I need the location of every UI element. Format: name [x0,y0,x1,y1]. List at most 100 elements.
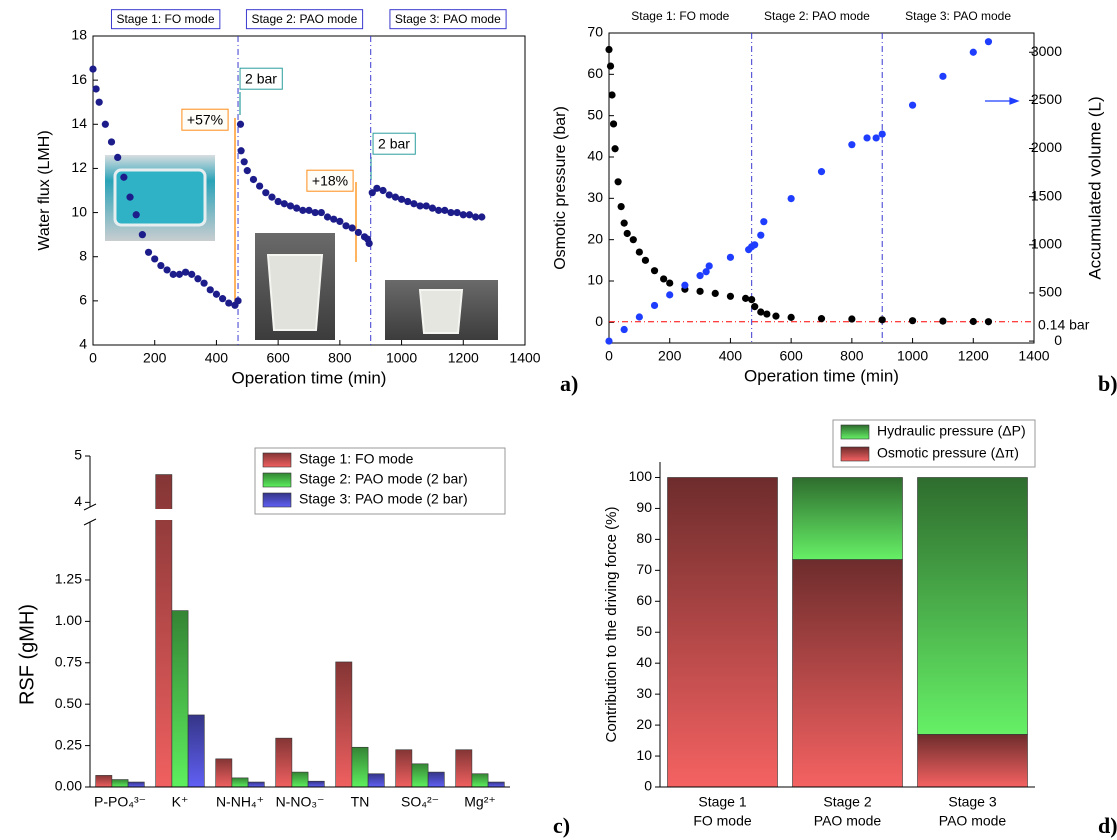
data-point [939,72,947,80]
stage-label: Stage 1: FO mode [116,12,214,26]
x-tick-label: Stage 2 [823,794,871,810]
data-point [606,62,615,70]
bar [367,773,385,788]
data-point [212,290,221,298]
data-point [410,200,418,208]
data-point [608,91,616,99]
annotation: +57% [187,112,223,128]
data-point [234,297,242,305]
y2-tick-label: 1500 [1031,187,1062,203]
y-tick-label: 60 [587,65,603,81]
y-tick-label: 16 [71,71,87,87]
data-point [219,295,227,303]
label-box [239,67,283,90]
bar [127,781,145,788]
axis-title: RSF (gMH) [16,604,38,705]
bar [215,758,233,788]
panel-label: c) [553,813,570,838]
data-point [194,275,202,283]
axis-title: Water flux (LMH) [36,130,53,250]
data-point [726,253,735,261]
panel-label: b) [1098,371,1117,396]
x-tick-label: PAO mode [939,813,1007,829]
y-tick-label: 70 [636,561,652,577]
data-point [635,313,643,321]
legend-box [254,447,506,515]
legend-swatch [262,492,292,508]
bar [427,771,445,788]
y-tick-label: 0.50 [55,695,82,711]
bar [411,763,429,788]
x-tick-label: N-NH₄⁺ [216,794,264,810]
data-point [848,315,856,323]
x-tick-label: Stage 3 [948,794,996,810]
label-box [389,9,507,30]
data-point [742,294,750,302]
data-point [379,186,387,195]
y-tick-label: 10 [587,272,603,288]
data-point [311,208,319,217]
data-point [163,266,171,274]
y2-tick-label: 0 [1054,332,1062,348]
data-point [169,270,177,278]
data-point [605,45,613,54]
bar [291,771,309,788]
data-point [623,229,631,238]
data-point [726,292,735,300]
bar-segment [917,734,1028,788]
data-point [188,270,196,278]
y-tick-label: 10 [71,203,87,219]
x-tick-label: 1400 [509,350,540,366]
data-point [132,211,140,219]
y-tick-label: 60 [636,592,652,608]
data-point [175,270,183,278]
data-point [465,211,474,219]
x-tick-label: 800 [328,350,352,366]
x-tick-label: K⁺ [172,794,189,810]
bar [171,610,189,788]
data-point [120,173,128,181]
data-point [459,211,467,219]
data-point [107,138,116,146]
x-tick-label: SO₄²⁻ [401,794,439,810]
y-tick-label: 0 [644,778,652,794]
data-point [336,217,344,225]
data-point [354,228,362,237]
bar [455,749,473,788]
panel-label: a) [560,371,578,396]
x-tick-label: 200 [658,348,682,364]
data-point [385,191,393,199]
data-point [878,130,886,138]
axis-break-mark [83,518,97,526]
legend-swatch [840,446,870,462]
data-point [101,120,109,128]
bar [471,773,489,788]
axis-title: Osmotic pressure (bar) [552,106,569,270]
data-point [984,38,993,46]
data-point [757,231,765,239]
bar-segment [667,477,778,788]
bar [111,779,129,788]
photo-beaker-1 [255,233,335,340]
y2-tick-label: 2500 [1031,91,1062,107]
x-tick-label: FO mode [693,813,752,829]
y-tick-label: 40 [587,148,603,164]
data-point [151,255,159,263]
y-tick-label: 20 [587,230,603,246]
data-point [666,291,674,299]
data-point [365,239,373,248]
x-tick-label: PAO mode [814,813,882,829]
legend-swatch [262,452,292,468]
y2-tick-label: 2000 [1031,139,1062,155]
volume-arrow [985,97,1020,105]
data-point [428,204,437,212]
data-point [969,317,977,326]
y2-tick-label: 500 [1039,284,1063,300]
y2-tick-label: 3000 [1031,43,1062,59]
y-tick-label: 4 [79,336,87,352]
data-point [751,303,759,311]
plot-frame [92,35,526,346]
data-point [181,268,190,276]
data-point [157,261,165,270]
data-point [872,134,880,142]
